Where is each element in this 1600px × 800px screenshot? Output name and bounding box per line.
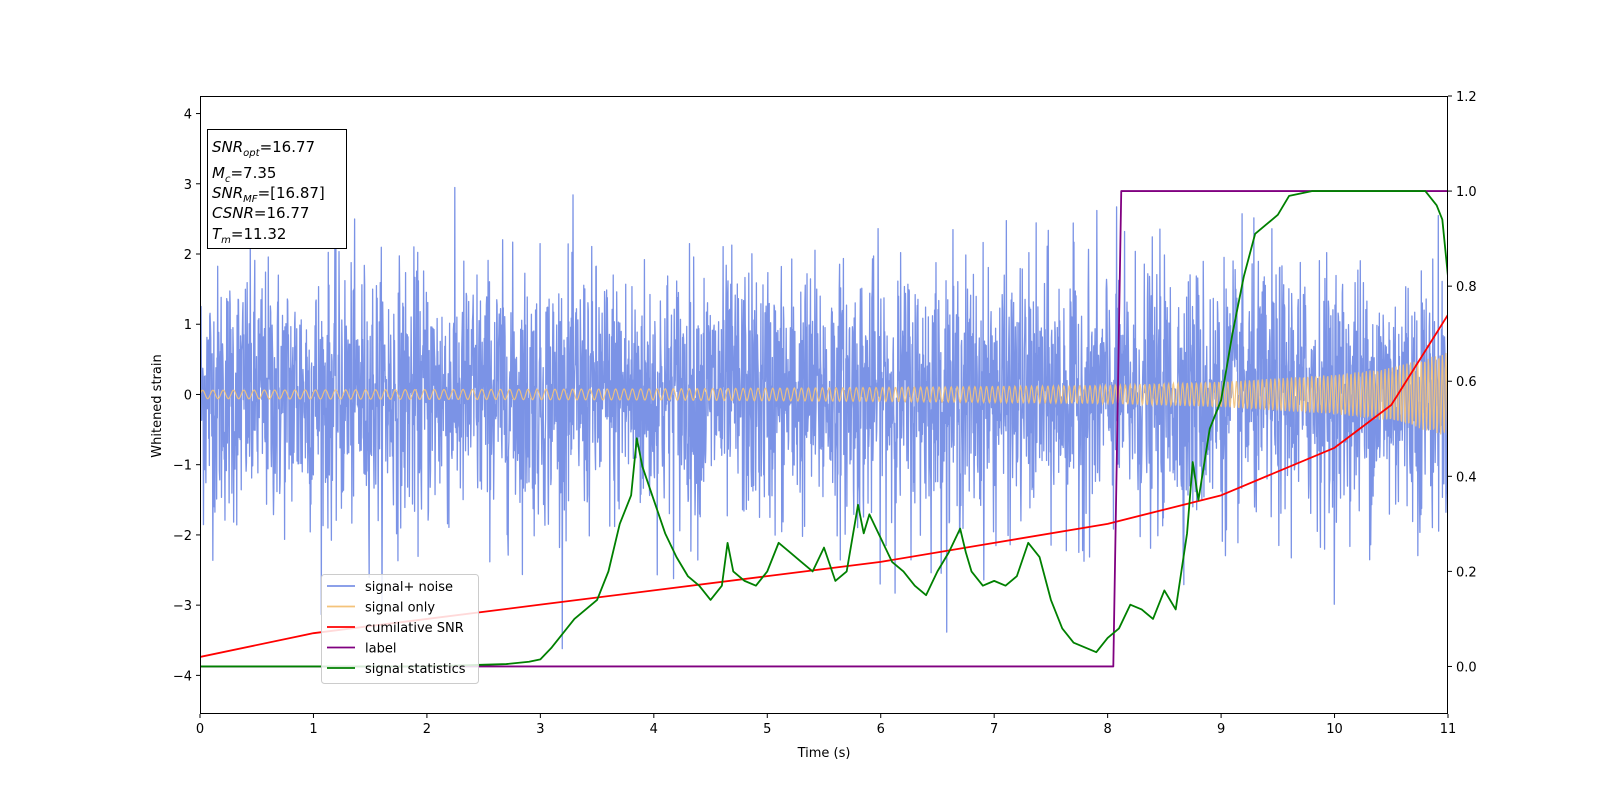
axes: 0 1 2 3 4 5 6 7 8 9 10 11 −4 −3 −2 −1 0 1 2 3 4 0.0 0.2 0.4 0.6 0… [173, 90, 1477, 737]
legend-frame [321, 574, 479, 684]
y-left-tick-label: −2 [173, 529, 192, 544]
x-tick-label: 9 [1217, 722, 1225, 737]
annotation-line: SNRMF=[16.87] [212, 184, 325, 205]
legend-entry-label: signal+ noise [365, 580, 453, 595]
x-tick-label: 5 [763, 722, 771, 737]
y-left-tick-label: −3 [173, 599, 192, 614]
x-tick-label: 4 [650, 722, 658, 737]
annotation-frame [207, 129, 347, 249]
x-tick-label: 0 [196, 722, 204, 737]
y-left-tick-label: −1 [173, 459, 192, 474]
x-tick-label: 2 [423, 722, 431, 737]
legend-entry-label: signal statistics [365, 662, 466, 677]
annotation-line: CSNR=16.77 [212, 204, 309, 222]
y-left-tick-label: 1 [184, 318, 192, 333]
y-left-tick-label: 3 [184, 178, 192, 193]
annotation-line: Tm=11.32 [212, 225, 286, 246]
x-tick-label: 11 [1440, 722, 1457, 737]
y-left-tick-label: 2 [184, 248, 192, 263]
legend-entry-label: signal only [365, 601, 435, 616]
legend-entry-label: cumilative SNR [365, 621, 464, 636]
x-tick-label: 8 [1103, 722, 1111, 737]
legend: signal+ noise signal only cumilative SNR la… [321, 574, 479, 684]
y-right-tick-label: 0.6 [1456, 375, 1477, 390]
metrics-annotation-box: SNRopt=16.77 Mc=7.35SNRMF=[16.87]CSNR=16.… [207, 129, 347, 249]
series-signal-plus-noise [200, 186, 1448, 650]
y-left-tick-label: 0 [184, 388, 192, 403]
x-tick-label: 1 [309, 722, 317, 737]
series-label [200, 190, 1448, 668]
x-tick-label: 10 [1326, 722, 1343, 737]
x-tick-label: 6 [877, 722, 885, 737]
series-signal-only [200, 352, 1448, 436]
y-right-tick-label: 1.2 [1456, 90, 1477, 105]
y-right-tick-label: 0.8 [1456, 280, 1477, 295]
series-signal-statistics [200, 190, 1448, 668]
annotation-line: SNRopt=16.77 [212, 138, 315, 159]
y-right-tick-label: 0.2 [1456, 565, 1477, 580]
y-right-tick-label: 0.4 [1456, 470, 1477, 485]
y-right-tick-label: 0.0 [1456, 660, 1477, 675]
legend-entry-label: label [365, 642, 396, 657]
x-axis-title: Time (s) [797, 746, 851, 761]
x-tick-label: 3 [536, 722, 544, 737]
y-left-tick-label: −4 [173, 669, 192, 684]
y-left-tick-label: 4 [184, 108, 192, 123]
plot-frame [200, 96, 1448, 714]
y-right-tick-label: 1.0 [1456, 185, 1477, 200]
y-axis-title: Whitened strain [150, 354, 165, 457]
x-tick-label: 7 [990, 722, 998, 737]
annotation-line: Mc=7.35 [212, 164, 276, 185]
